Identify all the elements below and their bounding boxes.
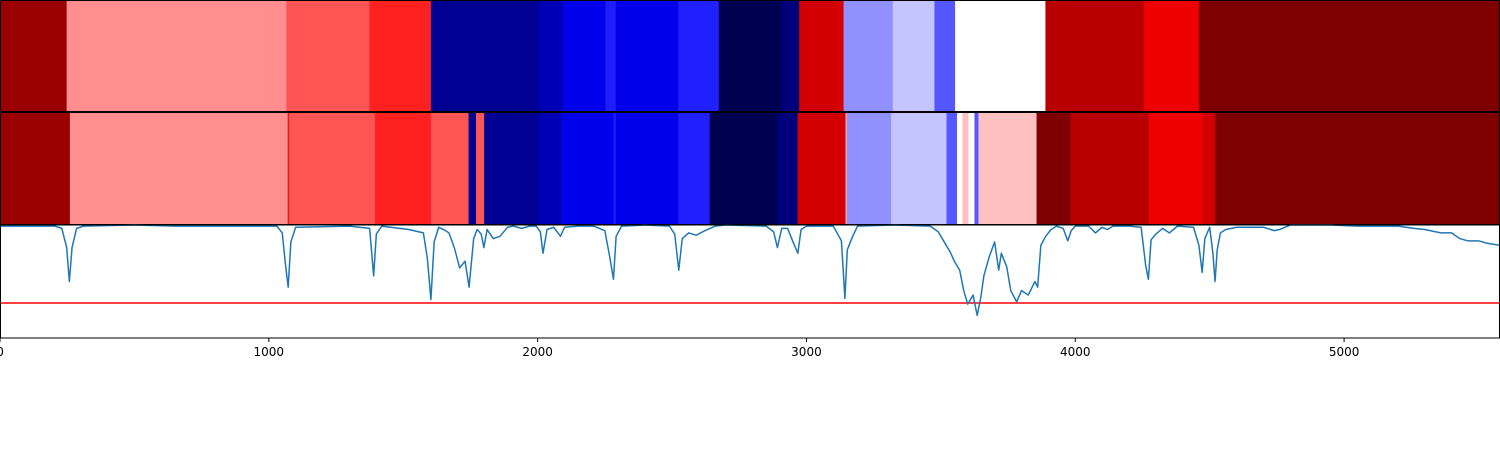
- strip-b-segment-6: [468, 113, 477, 225]
- strip-b-segment-26: [1036, 113, 1071, 225]
- strip-b-segment-30: [1215, 113, 1500, 225]
- line-panel: [0, 224, 1500, 339]
- strip-b-segment-3: [289, 113, 376, 225]
- strip-b-segment-11: [613, 113, 616, 225]
- strip-a-segment-18: [1143, 1, 1200, 112]
- strip-a-segment-0: [0, 1, 67, 112]
- strip-b-segment-28: [1148, 113, 1203, 225]
- x-tick-label-3: 3000: [791, 345, 822, 359]
- strip-a-segment-13: [843, 1, 894, 112]
- strip-b-segment-23: [968, 113, 975, 225]
- x-axis: 0 1000 2000 3000 4000 5000: [0, 338, 1359, 359]
- strip-b-segment-5: [430, 113, 469, 225]
- strip-b-segment-14: [709, 113, 778, 225]
- strip-a-segment-14: [892, 1, 935, 112]
- x-tick-label-2: 2000: [522, 345, 553, 359]
- strip-a-segment-3: [369, 1, 432, 112]
- line-panel-background: [0, 225, 1500, 338]
- strip-b-segment-29: [1202, 113, 1216, 225]
- strip-b-segment-17: [845, 113, 848, 225]
- strip-b-segment-2: [287, 113, 290, 225]
- strip-a-segment-5: [538, 1, 563, 112]
- strip-a-segment-11: [780, 1, 800, 112]
- strip-b-segment-1: [69, 113, 288, 225]
- strip-b-segment-8: [484, 113, 539, 225]
- strip-a-segment-1: [66, 1, 287, 112]
- strip-a-segment-2: [286, 1, 370, 112]
- strip-a-segment-8: [615, 1, 679, 112]
- strip-a-segment-15: [934, 1, 956, 112]
- strip-b-segment-25: [978, 113, 1037, 225]
- strip-b-segment-20: [946, 113, 958, 225]
- strip-b-segment-15: [776, 113, 798, 225]
- signal-line: [0, 224, 1500, 317]
- strip-a-segment-19: [1198, 1, 1500, 112]
- strip-b-segment-7: [476, 113, 485, 225]
- x-tick-label-1: 1000: [254, 345, 285, 359]
- heatmap-strip-a: [0, 0, 1500, 112]
- strip-b-segment-16: [797, 113, 846, 225]
- strip-a-segment-10: [718, 1, 782, 112]
- x-tick-label-0: 0: [0, 345, 4, 359]
- strip-b-segment-13: [678, 113, 710, 225]
- strip-b-segment-12: [615, 113, 679, 225]
- strip-a-segment-9: [678, 1, 720, 112]
- strip-a-segment-7: [605, 1, 616, 112]
- strip-b-segment-9: [538, 113, 562, 225]
- strip-b-segment-27: [1070, 113, 1149, 225]
- x-tick-label-5: 5000: [1329, 345, 1360, 359]
- strip-b-segment-10: [561, 113, 614, 225]
- strip-b-segment-22: [962, 113, 969, 225]
- strip-b-segment-24: [974, 113, 979, 225]
- strip-b-segment-21: [956, 113, 963, 225]
- strip-b-segment-19: [891, 113, 947, 225]
- strip-a-segment-17: [1045, 1, 1145, 112]
- strip-a-segment-16: [955, 1, 1046, 112]
- strip-a-segment-12: [799, 1, 844, 112]
- strip-b-segment-18: [847, 113, 892, 225]
- strip-a-segment-4: [430, 1, 539, 112]
- x-tick-label-4: 4000: [1060, 345, 1091, 359]
- strip-a-segment-6: [562, 1, 606, 112]
- heatmap-strip-b: [0, 112, 1500, 225]
- strip-b-segment-4: [375, 113, 432, 225]
- strip-b-segment-0: [0, 113, 71, 225]
